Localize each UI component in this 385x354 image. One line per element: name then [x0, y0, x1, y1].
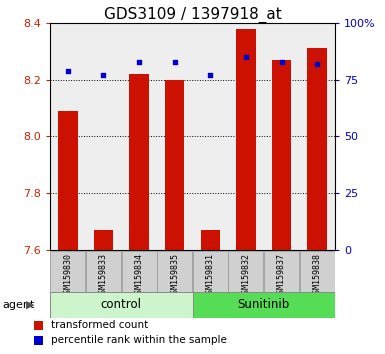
Bar [272, 60, 291, 250]
Title: GDS3109 / 1397918_at: GDS3109 / 1397918_at [104, 7, 281, 23]
Bar [129, 74, 149, 250]
Text: agent: agent [2, 300, 34, 310]
Bar [264, 251, 299, 292]
Bar [228, 251, 263, 292]
Bar [201, 230, 220, 250]
Text: percentile rank within the sample: percentile rank within the sample [50, 335, 226, 346]
Text: GSM159835: GSM159835 [170, 253, 179, 298]
Bar [192, 292, 335, 318]
Bar [86, 251, 121, 292]
Text: GSM159834: GSM159834 [135, 253, 144, 298]
Text: ▶: ▶ [26, 300, 35, 310]
Bar [307, 48, 327, 250]
Text: GSM159833: GSM159833 [99, 253, 108, 298]
Bar [236, 29, 256, 250]
Text: transformed count: transformed count [50, 320, 148, 330]
Bar [50, 292, 192, 318]
Bar [94, 230, 113, 250]
Text: GSM159838: GSM159838 [313, 253, 321, 298]
Bar [58, 111, 78, 250]
Bar [300, 251, 335, 292]
Bar [122, 251, 157, 292]
Bar [34, 321, 43, 330]
Point [65, 68, 71, 73]
Text: Sunitinib: Sunitinib [238, 298, 290, 311]
Bar [34, 336, 43, 345]
Text: GSM159837: GSM159837 [277, 253, 286, 298]
Point [314, 61, 320, 67]
Point [100, 72, 107, 78]
Text: GSM159832: GSM159832 [241, 253, 250, 298]
Text: GSM159831: GSM159831 [206, 253, 215, 298]
Text: control: control [101, 298, 142, 311]
Point [243, 54, 249, 60]
Bar [165, 80, 184, 250]
Bar [193, 251, 228, 292]
Point [278, 59, 285, 64]
Point [136, 59, 142, 64]
Bar [157, 251, 192, 292]
Bar [50, 251, 85, 292]
Point [207, 72, 213, 78]
Text: GSM159830: GSM159830 [64, 253, 72, 298]
Point [172, 59, 178, 64]
